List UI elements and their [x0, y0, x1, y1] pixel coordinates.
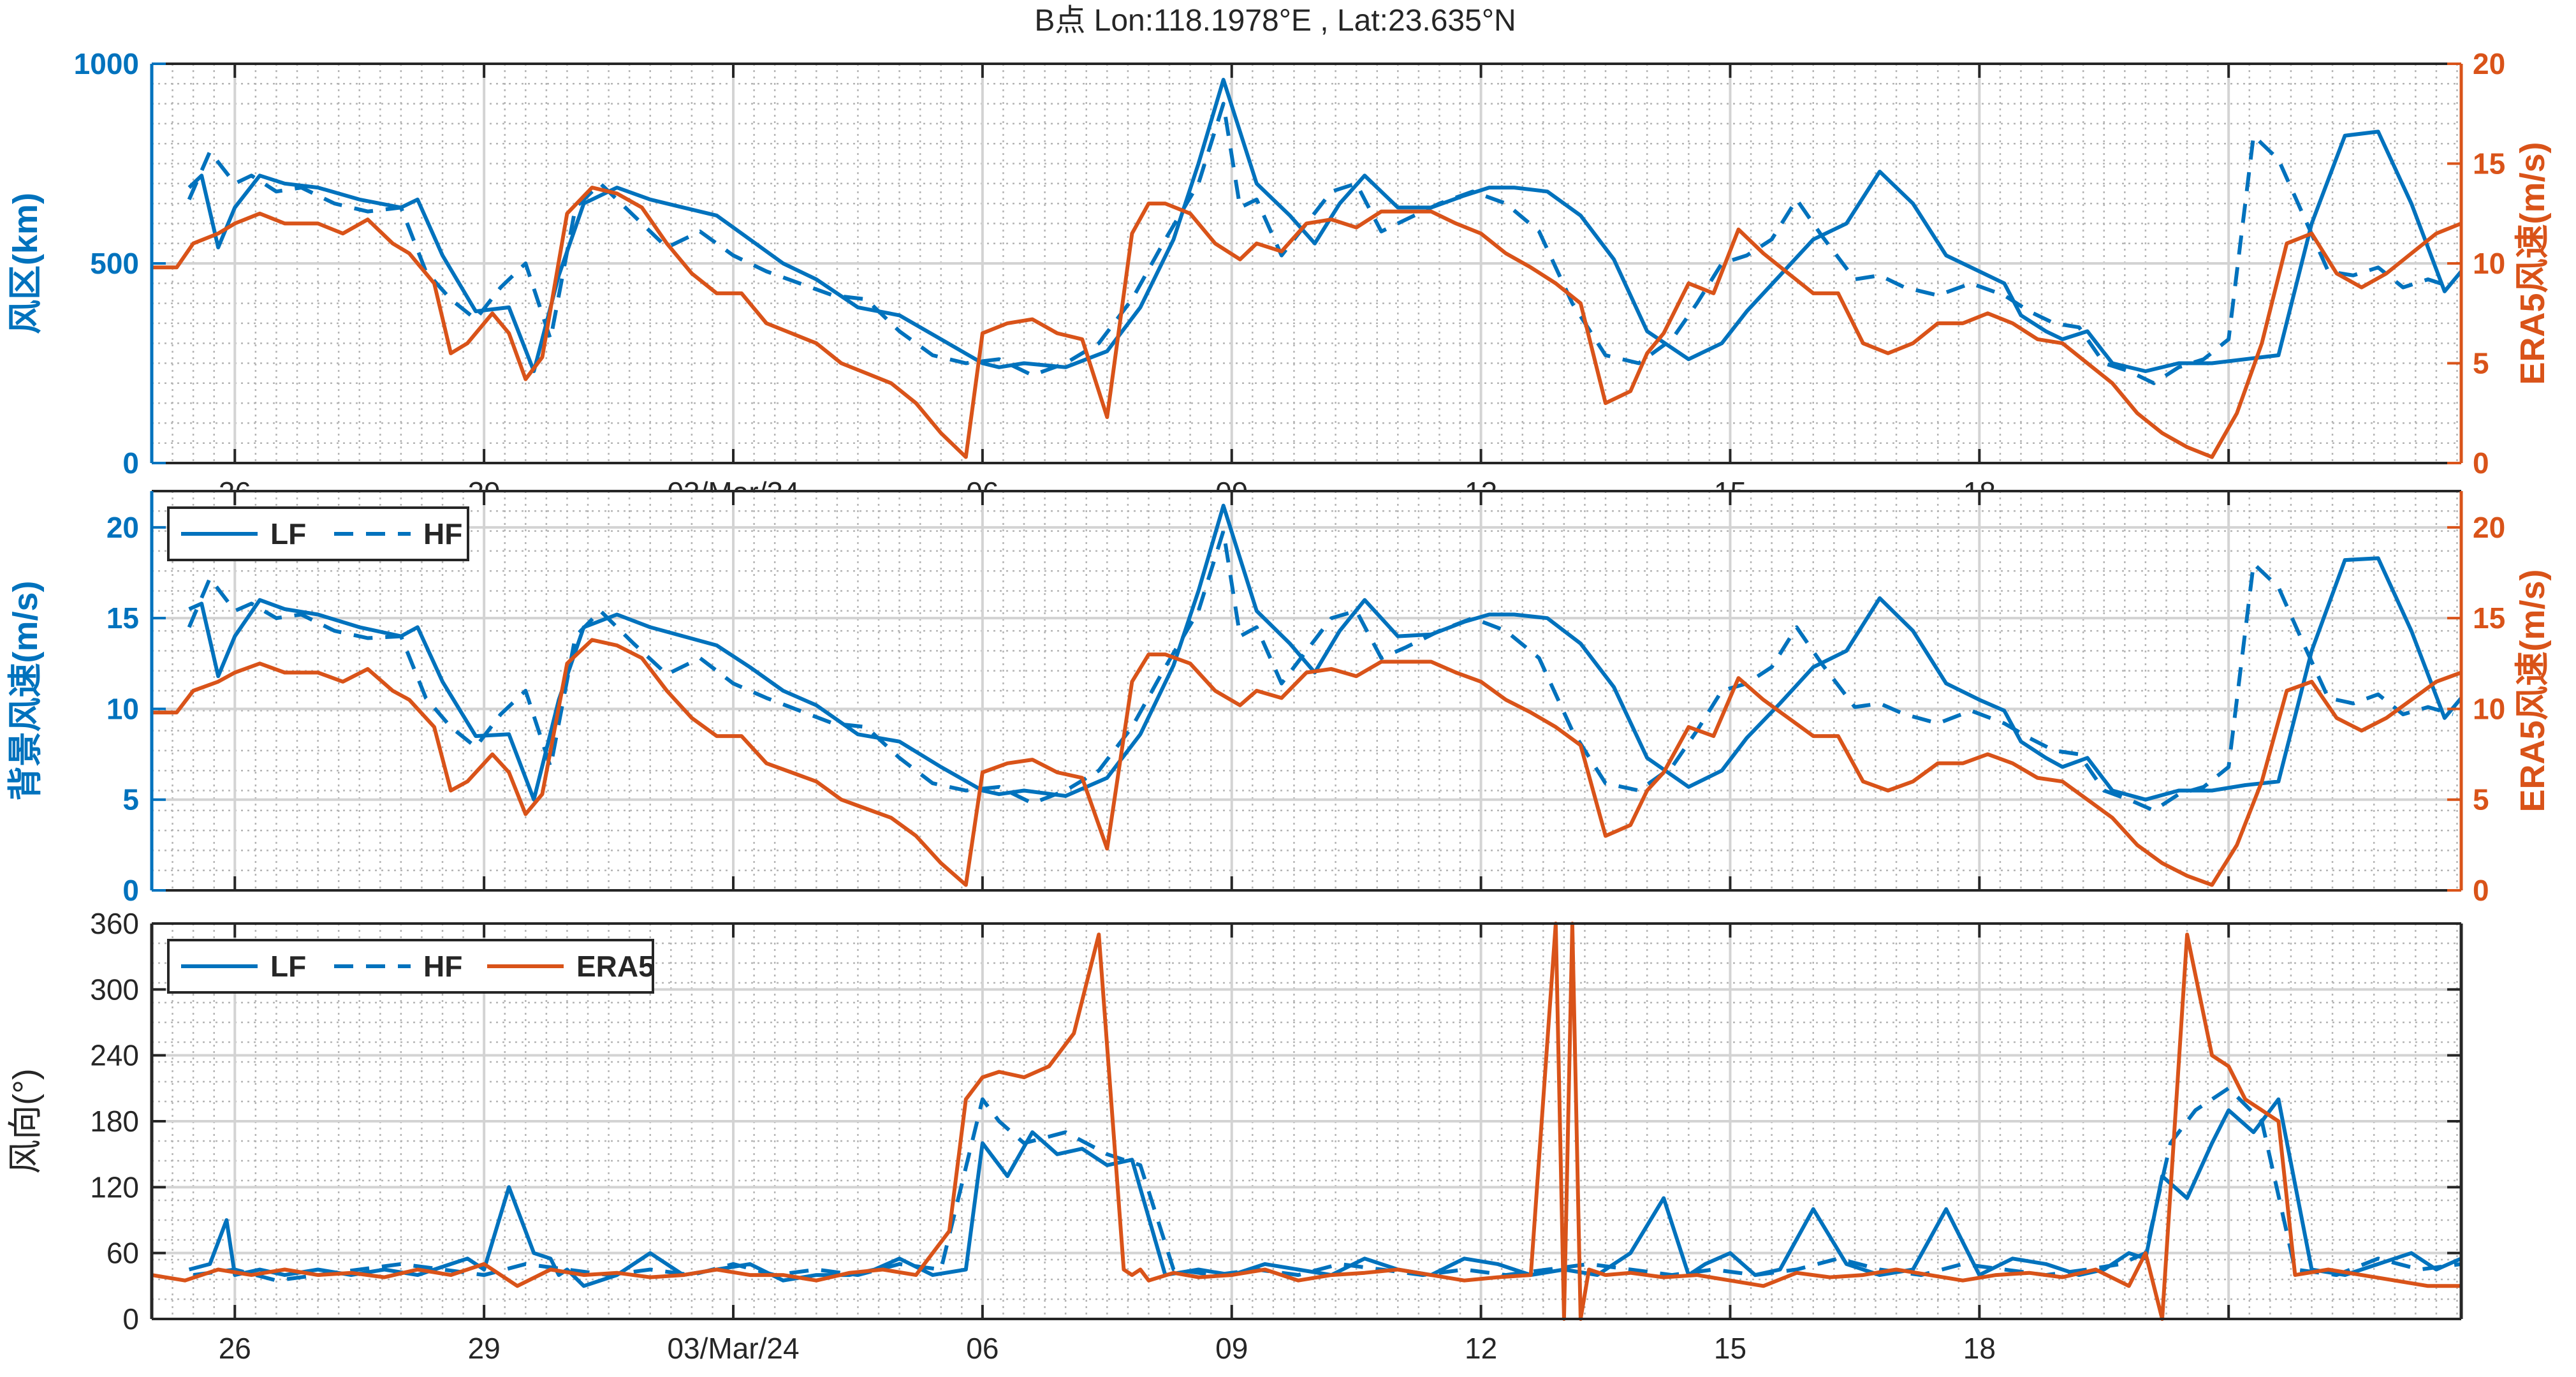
x-tick-label: 06 — [966, 1332, 999, 1365]
series-line-era5 — [152, 186, 2463, 459]
y-tick-label-right: 20 — [2473, 47, 2505, 80]
series-line-series-0 — [187, 78, 2463, 373]
x-tick-label: 03/Mar/24 — [667, 1332, 799, 1365]
panel-bottom-wind-direction: 26 29 03/Mar/24 06 09 12 15 1806012018024030036… — [6, 907, 2463, 1365]
y-tick-label-left: 60 — [106, 1237, 139, 1270]
y-tick-label-right: 0 — [2473, 446, 2489, 480]
y-tick-label-right: 10 — [2473, 247, 2505, 280]
y-tick-label-left: 180 — [90, 1105, 139, 1138]
x-tick-label: 15 — [1714, 1332, 1746, 1365]
y-tick-label-left: 20 — [106, 511, 139, 544]
y-axis-label-left: 风向(°) — [6, 1068, 45, 1174]
legend-label: HF — [423, 517, 462, 550]
y-tick-label-right: 5 — [2473, 783, 2489, 816]
legend: LF HF ERA5 — [167, 939, 655, 994]
y-tick-label-left: 360 — [90, 907, 139, 940]
y-tick-label-left: 120 — [90, 1170, 139, 1204]
legend-label: HF — [423, 950, 462, 983]
y-tick-label-left: 300 — [90, 973, 139, 1006]
y-tick-label-right: 15 — [2473, 147, 2505, 180]
y-tick-label-left: 500 — [90, 247, 139, 280]
y-tick-label-left: 5 — [122, 783, 139, 816]
figure-title: B点 Lon:118.1978°E , Lat:23.635°N — [1034, 4, 1516, 38]
y-tick-label-left: 1000 — [74, 47, 139, 80]
legend: LF HF — [167, 506, 469, 561]
x-tick-label: 12 — [1465, 1332, 1497, 1365]
x-tick-label: 29 — [468, 1332, 501, 1365]
y-axis-label-left: 风区(km) — [6, 193, 45, 334]
legend-label: ERA5 — [576, 950, 655, 983]
y-tick-label-left: 0 — [122, 1302, 139, 1336]
series-line-era5 — [151, 922, 2461, 1321]
legend-label: LF — [270, 950, 306, 983]
y-tick-label-left: 15 — [106, 601, 139, 635]
y-axis-label-right: ERA5风速(m/s) — [2514, 142, 2552, 385]
y-tick-label-right: 10 — [2473, 692, 2505, 725]
y-axis-label-right: ERA5风速(m/s) — [2514, 569, 2552, 812]
legend-label: LF — [270, 517, 306, 550]
y-tick-label-left: 10 — [106, 692, 139, 725]
x-tick-label: 18 — [1963, 1332, 1996, 1365]
panel-top-fetch: 262903/Mar/2406091215180500100005101520风… — [6, 47, 2552, 509]
series-line-lf — [188, 503, 2463, 802]
x-tick-label: 26 — [219, 1332, 251, 1365]
y-tick-label-right: 5 — [2473, 347, 2489, 380]
y-axis-label-left: 背景风速(m/s) — [6, 580, 45, 800]
y-tick-label-left: 240 — [90, 1039, 139, 1072]
panel-middle-background-wind: 0 5 10 15 20 0 5 10 15 20 背景风速(m/s) ERA5风速(m/s) LF HF — [6, 490, 2552, 907]
series-line-hf — [187, 529, 2454, 813]
y-tick-label-left: 0 — [122, 446, 139, 480]
x-tick-label: 09 — [1215, 1332, 1248, 1365]
y-tick-label-right: 20 — [2473, 511, 2505, 544]
series-line-series-1 — [187, 101, 2454, 385]
y-tick-label-left: 0 — [122, 874, 139, 907]
y-tick-label-right: 0 — [2473, 874, 2489, 907]
series-line-era5 — [152, 638, 2463, 887]
y-tick-label-right: 15 — [2473, 601, 2505, 635]
